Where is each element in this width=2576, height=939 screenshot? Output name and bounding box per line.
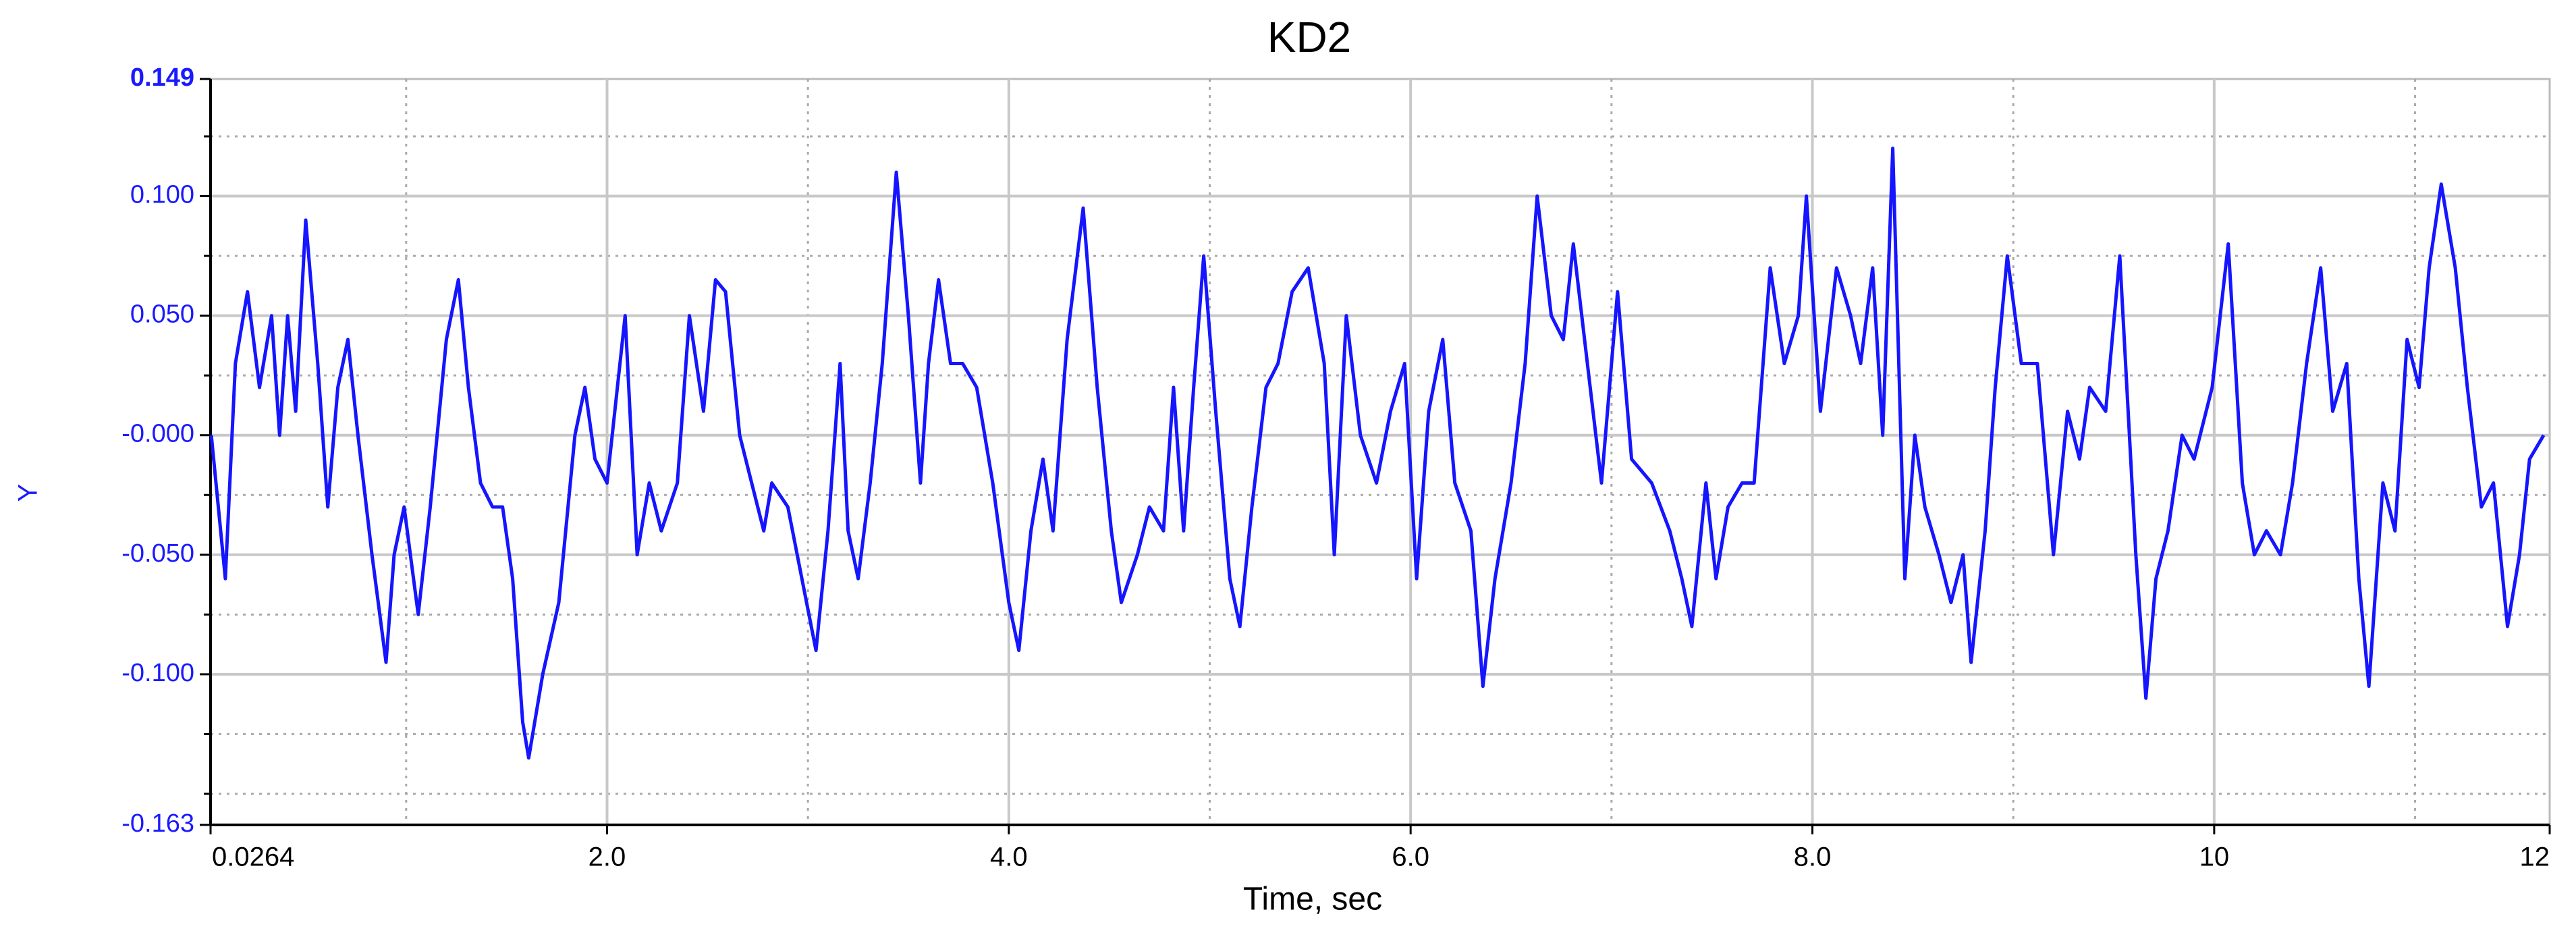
x-axis-label: Time, sec (1243, 882, 1382, 917)
y-tick-label: 0.050 (130, 300, 194, 329)
y-tick-label: -0.050 (121, 539, 194, 568)
x-tick-label: 0.0264 (212, 842, 294, 872)
x-tick-label: 4.0 (990, 842, 1028, 872)
data-line (209, 146, 2546, 760)
x-tick-label: 8.0 (1794, 842, 1832, 872)
x-tick-label: 12 (2520, 842, 2550, 872)
plot-frame (209, 78, 2551, 826)
y-tick-label: -0.163 (121, 809, 194, 838)
y-tick-label: 0.100 (130, 181, 194, 209)
y-tick-label: 0.149 (130, 63, 194, 92)
y-tick-label: -0.000 (121, 420, 194, 448)
y-axis-label: Y (13, 484, 43, 502)
chart-title: KD2 (1267, 13, 1352, 61)
x-tick-label: 2.0 (588, 842, 626, 872)
y-tick-label: -0.100 (121, 659, 194, 687)
x-tick-label: 6.0 (1392, 842, 1429, 872)
x-tick-label: 10 (2199, 842, 2230, 872)
